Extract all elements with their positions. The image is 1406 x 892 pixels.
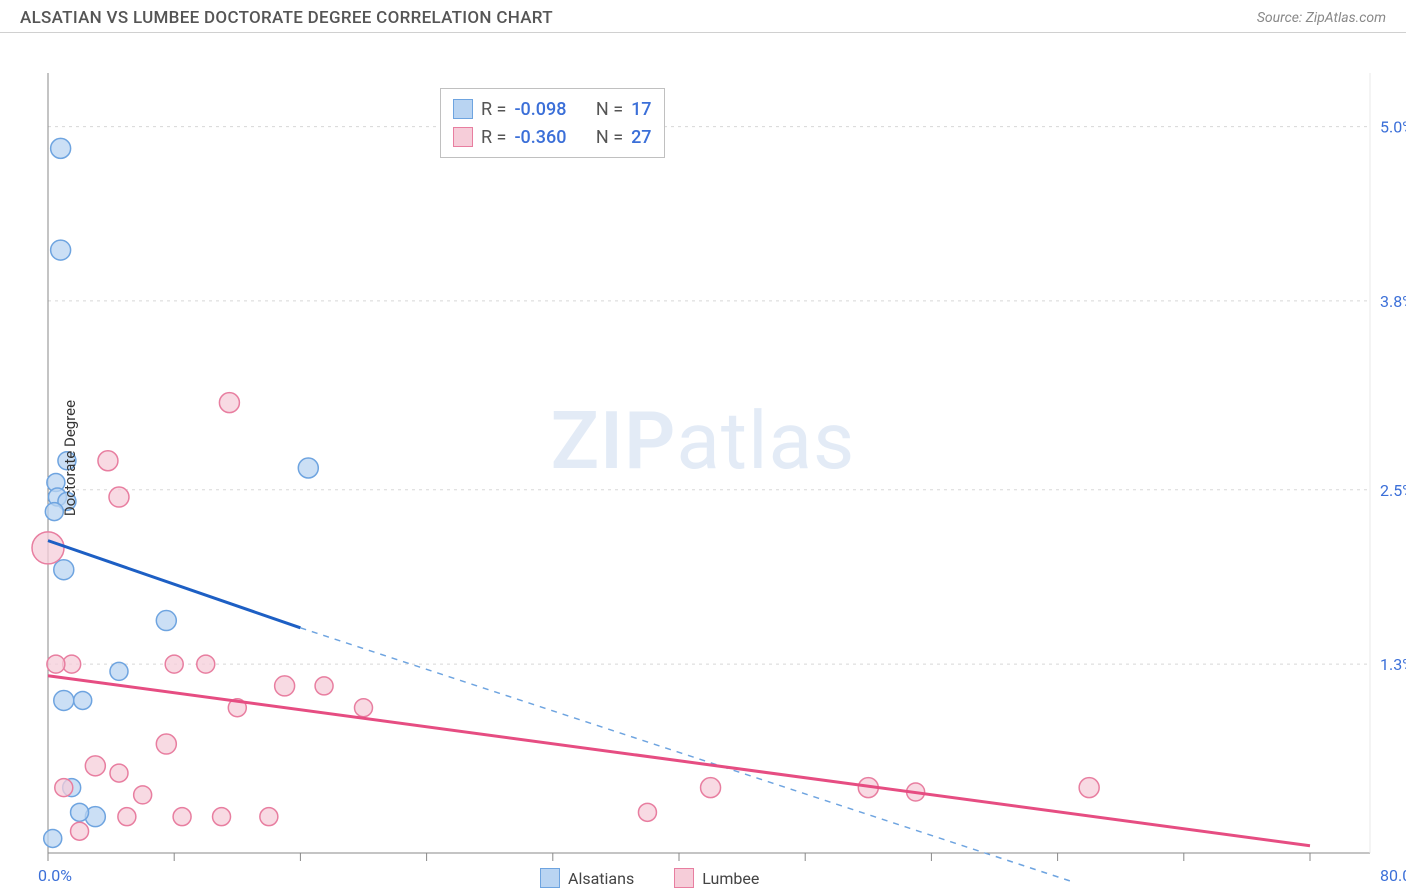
- legend-swatch: [540, 868, 560, 888]
- r-value: -0.360: [514, 127, 566, 148]
- legend-swatch: [674, 868, 694, 888]
- series-legend: Alsatians Lumbee: [540, 868, 759, 888]
- r-label: R =: [481, 99, 506, 120]
- chart-title: ALSATIAN VS LUMBEE DOCTORATE DEGREE CORR…: [20, 8, 553, 28]
- svg-text:2.5%: 2.5%: [1380, 481, 1406, 500]
- n-label: N =: [596, 127, 623, 148]
- legend-stats-row: R = -0.098 N = 17: [453, 95, 652, 123]
- chart-area: Doctorate Degree ZIPatlas 1.3%2.5%3.8%5.…: [0, 33, 1406, 883]
- legend-label: Alsatians: [568, 869, 634, 888]
- legend-item: Alsatians: [540, 868, 634, 888]
- svg-text:1.3%: 1.3%: [1380, 655, 1406, 674]
- chart-source: Source: ZipAtlas.com: [1257, 10, 1386, 26]
- svg-text:3.8%: 3.8%: [1380, 292, 1406, 311]
- n-label: N =: [596, 99, 623, 120]
- legend-stats-row: R = -0.360 N = 27: [453, 123, 652, 151]
- scatter-plot-svg: 1.3% 2.5% 3.8% 5.0% 0.0% 80.0%: [0, 33, 1406, 883]
- svg-text:5.0%: 5.0%: [1380, 118, 1406, 137]
- correlation-legend: R = -0.098 N = 17R = -0.360 N = 27: [440, 88, 665, 158]
- r-label: R =: [481, 127, 506, 148]
- svg-text:0.0%: 0.0%: [38, 866, 72, 883]
- r-value: -0.098: [514, 99, 566, 120]
- legend-swatch: [453, 99, 473, 119]
- n-value: 17: [631, 99, 651, 120]
- legend-item: Lumbee: [674, 868, 759, 888]
- svg-text:80.0%: 80.0%: [1380, 866, 1406, 883]
- chart-header: ALSATIAN VS LUMBEE DOCTORATE DEGREE CORR…: [0, 0, 1406, 33]
- legend-swatch: [453, 127, 473, 147]
- legend-label: Lumbee: [702, 869, 759, 888]
- y-axis-label: Doctorate Degree: [61, 400, 79, 516]
- n-value: 27: [631, 127, 651, 148]
